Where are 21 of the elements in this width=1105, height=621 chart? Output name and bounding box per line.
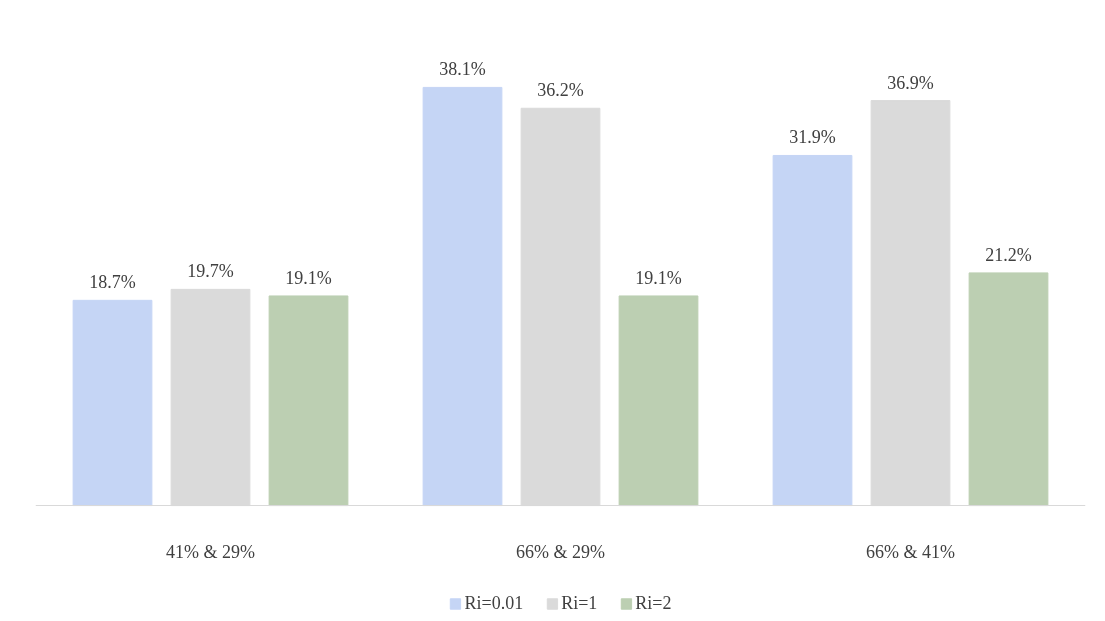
- bar: [772, 154, 853, 507]
- data-label: 36.9%: [887, 72, 934, 93]
- data-label: 38.1%: [439, 59, 486, 80]
- data-label: 19.7%: [187, 261, 234, 282]
- bar: [422, 86, 503, 507]
- bar: [618, 295, 699, 507]
- x-tick-label: 66% & 41%: [866, 541, 956, 562]
- legend-label: Ri=2: [635, 593, 672, 614]
- data-label: 21.2%: [985, 244, 1032, 265]
- data-label: 19.1%: [285, 267, 332, 288]
- legend-label: Ri=0.01: [464, 593, 524, 614]
- data-label: 18.7%: [89, 272, 136, 293]
- data-label: 31.9%: [789, 127, 836, 148]
- bar: [72, 299, 153, 507]
- x-tick-label: 41% & 29%: [166, 541, 256, 562]
- bar: [968, 272, 1049, 507]
- data-label: 36.2%: [537, 80, 584, 101]
- bar: [268, 295, 349, 507]
- legend-label: Ri=1: [561, 593, 598, 614]
- x-tick-label: 66% & 29%: [516, 541, 606, 562]
- data-label: 19.1%: [635, 267, 682, 288]
